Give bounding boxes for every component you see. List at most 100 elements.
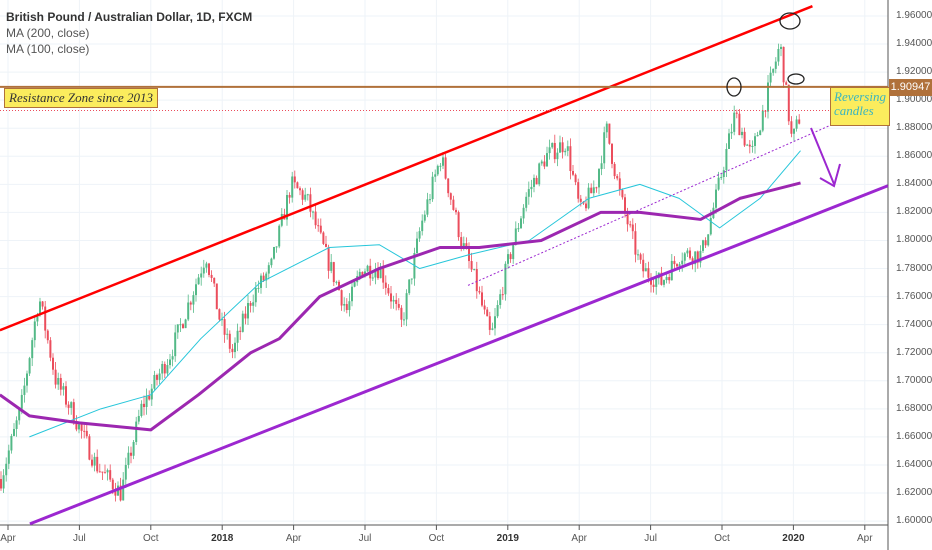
- candle-body: [533, 177, 535, 187]
- candle-body: [756, 135, 759, 137]
- candle-body: [600, 163, 603, 170]
- candle-body: [647, 268, 650, 278]
- ma200-line: [0, 181, 801, 432]
- candle-body: [223, 319, 226, 335]
- last-price-tag: 1.90947: [889, 79, 932, 96]
- candle-body: [325, 243, 327, 247]
- candle-body: [605, 123, 608, 133]
- candle-body: [109, 470, 112, 480]
- candle-body: [470, 261, 473, 270]
- candle-body: [746, 144, 749, 146]
- candle-body: [353, 282, 356, 287]
- circle-mark: [726, 77, 742, 97]
- down-arrow-head: [819, 163, 841, 188]
- candle-body: [382, 266, 385, 283]
- x-tick-label: Jul: [358, 533, 372, 544]
- candle-body: [387, 287, 390, 294]
- candle-body: [631, 224, 634, 232]
- candle-body: [525, 196, 528, 208]
- candle-body: [148, 395, 151, 400]
- candle-body: [88, 436, 91, 460]
- candle-body: [491, 328, 494, 330]
- candle-body: [592, 187, 595, 194]
- candle-body: [785, 82, 788, 85]
- y-tick-label: 1.60000: [896, 515, 932, 527]
- y-tick-label: 1.88000: [896, 122, 932, 134]
- candle-body: [741, 131, 743, 136]
- candle-body: [239, 330, 242, 332]
- candle-body: [54, 369, 57, 385]
- candle-body: [663, 280, 665, 285]
- circle-mark: [787, 73, 805, 85]
- candle-body: [452, 199, 455, 210]
- candle-body: [496, 305, 499, 317]
- candle-body: [683, 253, 686, 261]
- candle-body: [660, 272, 663, 285]
- candle-body: [512, 244, 515, 260]
- candle-body: [722, 170, 725, 178]
- candle-body: [301, 190, 304, 200]
- candle-body: [286, 195, 288, 220]
- candle-body: [650, 277, 652, 285]
- candle-body: [478, 291, 481, 293]
- candle-body: [280, 213, 283, 226]
- x-tick-label: Oct: [428, 533, 445, 544]
- candle-body: [59, 377, 62, 390]
- candle-body: [473, 269, 476, 271]
- candle-body: [361, 271, 364, 276]
- candle-body: [257, 287, 260, 289]
- candle-body: [514, 228, 517, 245]
- candle-body: [85, 430, 88, 437]
- candle-body: [566, 146, 569, 151]
- candle-body: [7, 450, 10, 464]
- candle-body: [624, 197, 626, 213]
- candle-body: [595, 187, 598, 189]
- candle-body: [457, 212, 460, 238]
- candle-body: [577, 182, 580, 199]
- candle-body: [462, 243, 465, 247]
- candle-body: [140, 403, 143, 416]
- candle-body: [499, 294, 502, 306]
- candle-body: [730, 131, 733, 134]
- candle-body: [49, 340, 52, 358]
- candle-body: [215, 283, 218, 310]
- candle-body: [639, 254, 642, 260]
- candle-body: [574, 174, 577, 183]
- ma100-line: [29, 150, 801, 438]
- candle-body: [668, 277, 671, 281]
- candle-body: [166, 365, 169, 374]
- candle-body: [517, 228, 520, 230]
- legend-ma200[interactable]: MA (200, close): [6, 26, 90, 40]
- candle-body: [330, 262, 333, 271]
- candle-body: [418, 231, 421, 239]
- candle-body: [699, 250, 702, 263]
- candle-body: [439, 165, 442, 167]
- candle-body: [681, 260, 684, 265]
- candle-body: [535, 177, 538, 185]
- candle-body: [764, 110, 767, 112]
- candle-body: [715, 189, 717, 208]
- candle-body: [101, 471, 104, 473]
- resistance-zone-note[interactable]: Resistance Zone since 2013: [4, 88, 159, 108]
- reversing-candles-note[interactable]: Reversing candles: [830, 87, 890, 126]
- candle-body: [564, 150, 567, 153]
- candle-body: [0, 478, 2, 489]
- candle-body: [392, 299, 395, 302]
- candle-body: [314, 211, 317, 226]
- candle-body: [262, 275, 265, 281]
- candle-body: [702, 240, 704, 251]
- x-tick-label: Oct: [143, 533, 159, 544]
- candle-body: [174, 332, 177, 357]
- candle-body: [642, 259, 645, 272]
- candle-body: [530, 186, 533, 190]
- candle-body: [494, 316, 496, 329]
- candle-body: [132, 442, 135, 456]
- candle-body: [366, 265, 369, 272]
- legend-ma100[interactable]: MA (100, close): [6, 42, 90, 56]
- candle-body: [41, 301, 44, 307]
- candle-body: [236, 330, 239, 343]
- candle-body: [795, 119, 798, 129]
- candle-body: [384, 282, 387, 288]
